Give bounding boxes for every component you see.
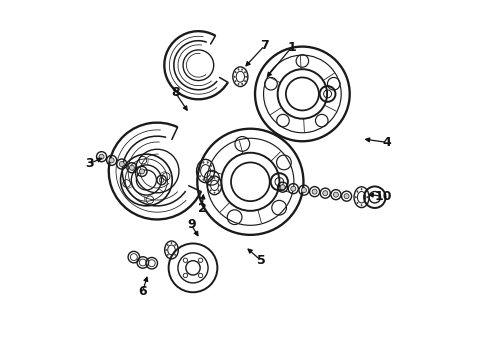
Ellipse shape	[212, 170, 213, 172]
Ellipse shape	[199, 175, 200, 177]
Text: 3: 3	[85, 157, 93, 170]
Ellipse shape	[211, 165, 212, 167]
Ellipse shape	[365, 202, 366, 204]
Ellipse shape	[218, 190, 219, 191]
Text: 9: 9	[187, 218, 196, 231]
Text: 10: 10	[374, 190, 392, 203]
Ellipse shape	[171, 242, 172, 244]
Ellipse shape	[208, 185, 210, 186]
Ellipse shape	[171, 256, 172, 257]
Circle shape	[119, 162, 124, 167]
Ellipse shape	[203, 162, 204, 163]
Text: 6: 6	[139, 285, 147, 298]
Ellipse shape	[235, 81, 236, 82]
Ellipse shape	[361, 189, 362, 190]
Ellipse shape	[199, 165, 200, 167]
Circle shape	[344, 194, 349, 199]
Ellipse shape	[167, 244, 168, 246]
Text: 8: 8	[171, 86, 179, 99]
Text: 5: 5	[257, 254, 266, 267]
Ellipse shape	[235, 72, 236, 73]
Ellipse shape	[218, 180, 219, 181]
Ellipse shape	[210, 180, 211, 181]
Ellipse shape	[214, 192, 215, 193]
Ellipse shape	[357, 202, 358, 204]
Circle shape	[99, 154, 104, 159]
Text: 4: 4	[382, 136, 391, 149]
Circle shape	[301, 188, 306, 193]
Ellipse shape	[361, 204, 362, 206]
Circle shape	[312, 189, 317, 194]
Ellipse shape	[210, 190, 211, 191]
Circle shape	[291, 186, 296, 191]
Text: 2: 2	[197, 202, 206, 215]
Ellipse shape	[167, 254, 168, 256]
Circle shape	[140, 169, 145, 174]
Ellipse shape	[207, 162, 208, 163]
Ellipse shape	[238, 69, 239, 70]
Text: 7: 7	[260, 39, 269, 52]
Ellipse shape	[367, 197, 368, 198]
Ellipse shape	[176, 249, 177, 251]
Ellipse shape	[211, 175, 212, 177]
Circle shape	[280, 185, 285, 190]
Ellipse shape	[203, 179, 204, 180]
Ellipse shape	[365, 191, 366, 192]
Circle shape	[333, 192, 339, 197]
Ellipse shape	[357, 191, 358, 192]
Ellipse shape	[238, 83, 239, 85]
Circle shape	[109, 158, 114, 163]
Ellipse shape	[242, 83, 243, 85]
Ellipse shape	[166, 249, 167, 251]
Text: 1: 1	[287, 41, 296, 54]
Ellipse shape	[175, 244, 176, 246]
Ellipse shape	[175, 254, 176, 256]
Ellipse shape	[234, 76, 235, 77]
Ellipse shape	[207, 179, 208, 180]
Ellipse shape	[245, 76, 246, 77]
Ellipse shape	[198, 170, 199, 172]
Ellipse shape	[242, 69, 243, 70]
Circle shape	[323, 191, 328, 196]
Ellipse shape	[355, 197, 356, 198]
Circle shape	[129, 165, 134, 170]
Ellipse shape	[214, 177, 215, 179]
